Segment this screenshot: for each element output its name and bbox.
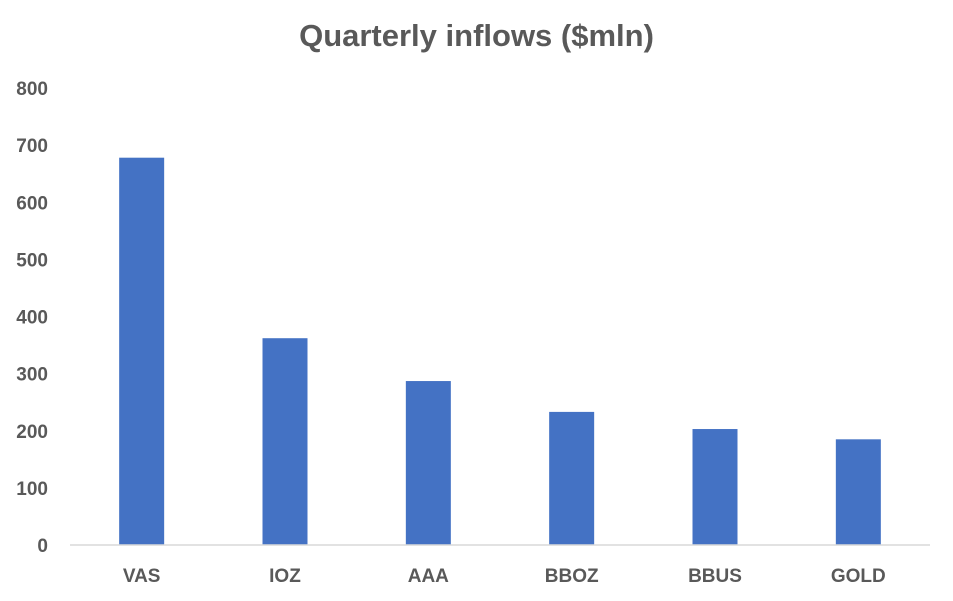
y-tick-label: 200	[16, 422, 48, 443]
bar-gold	[835, 439, 881, 545]
y-tick-label: 600	[16, 193, 48, 214]
y-axis-ticks: 0 100 200 300 400 500 600 700 800	[16, 79, 48, 557]
y-tick-label: 400	[16, 308, 48, 329]
bar-aaa	[405, 381, 451, 545]
x-tick-label-gold: GOLD	[831, 566, 886, 587]
y-tick-label: 0	[37, 536, 48, 557]
bar-bbus	[692, 429, 738, 545]
y-tick-label: 100	[16, 479, 48, 500]
chart-title: Quarterly inflows ($mln)	[299, 18, 654, 53]
x-tick-label-aaa: AAA	[408, 566, 449, 587]
bars	[119, 157, 881, 545]
x-tick-label-vas: VAS	[123, 566, 161, 587]
bar-ioz	[262, 338, 308, 545]
y-tick-label: 800	[16, 79, 48, 100]
y-tick-label: 700	[16, 136, 48, 157]
x-tick-label-bboz: BBOZ	[545, 566, 599, 587]
bar-vas	[119, 157, 165, 545]
y-tick-label: 500	[16, 250, 48, 271]
x-axis-ticks: VAS IOZ AAA BBOZ BBUS GOLD	[123, 566, 886, 587]
y-tick-label: 300	[16, 365, 48, 386]
bar-bboz	[549, 411, 595, 545]
x-tick-label-ioz: IOZ	[269, 566, 301, 587]
x-tick-label-bbus: BBUS	[688, 566, 742, 587]
